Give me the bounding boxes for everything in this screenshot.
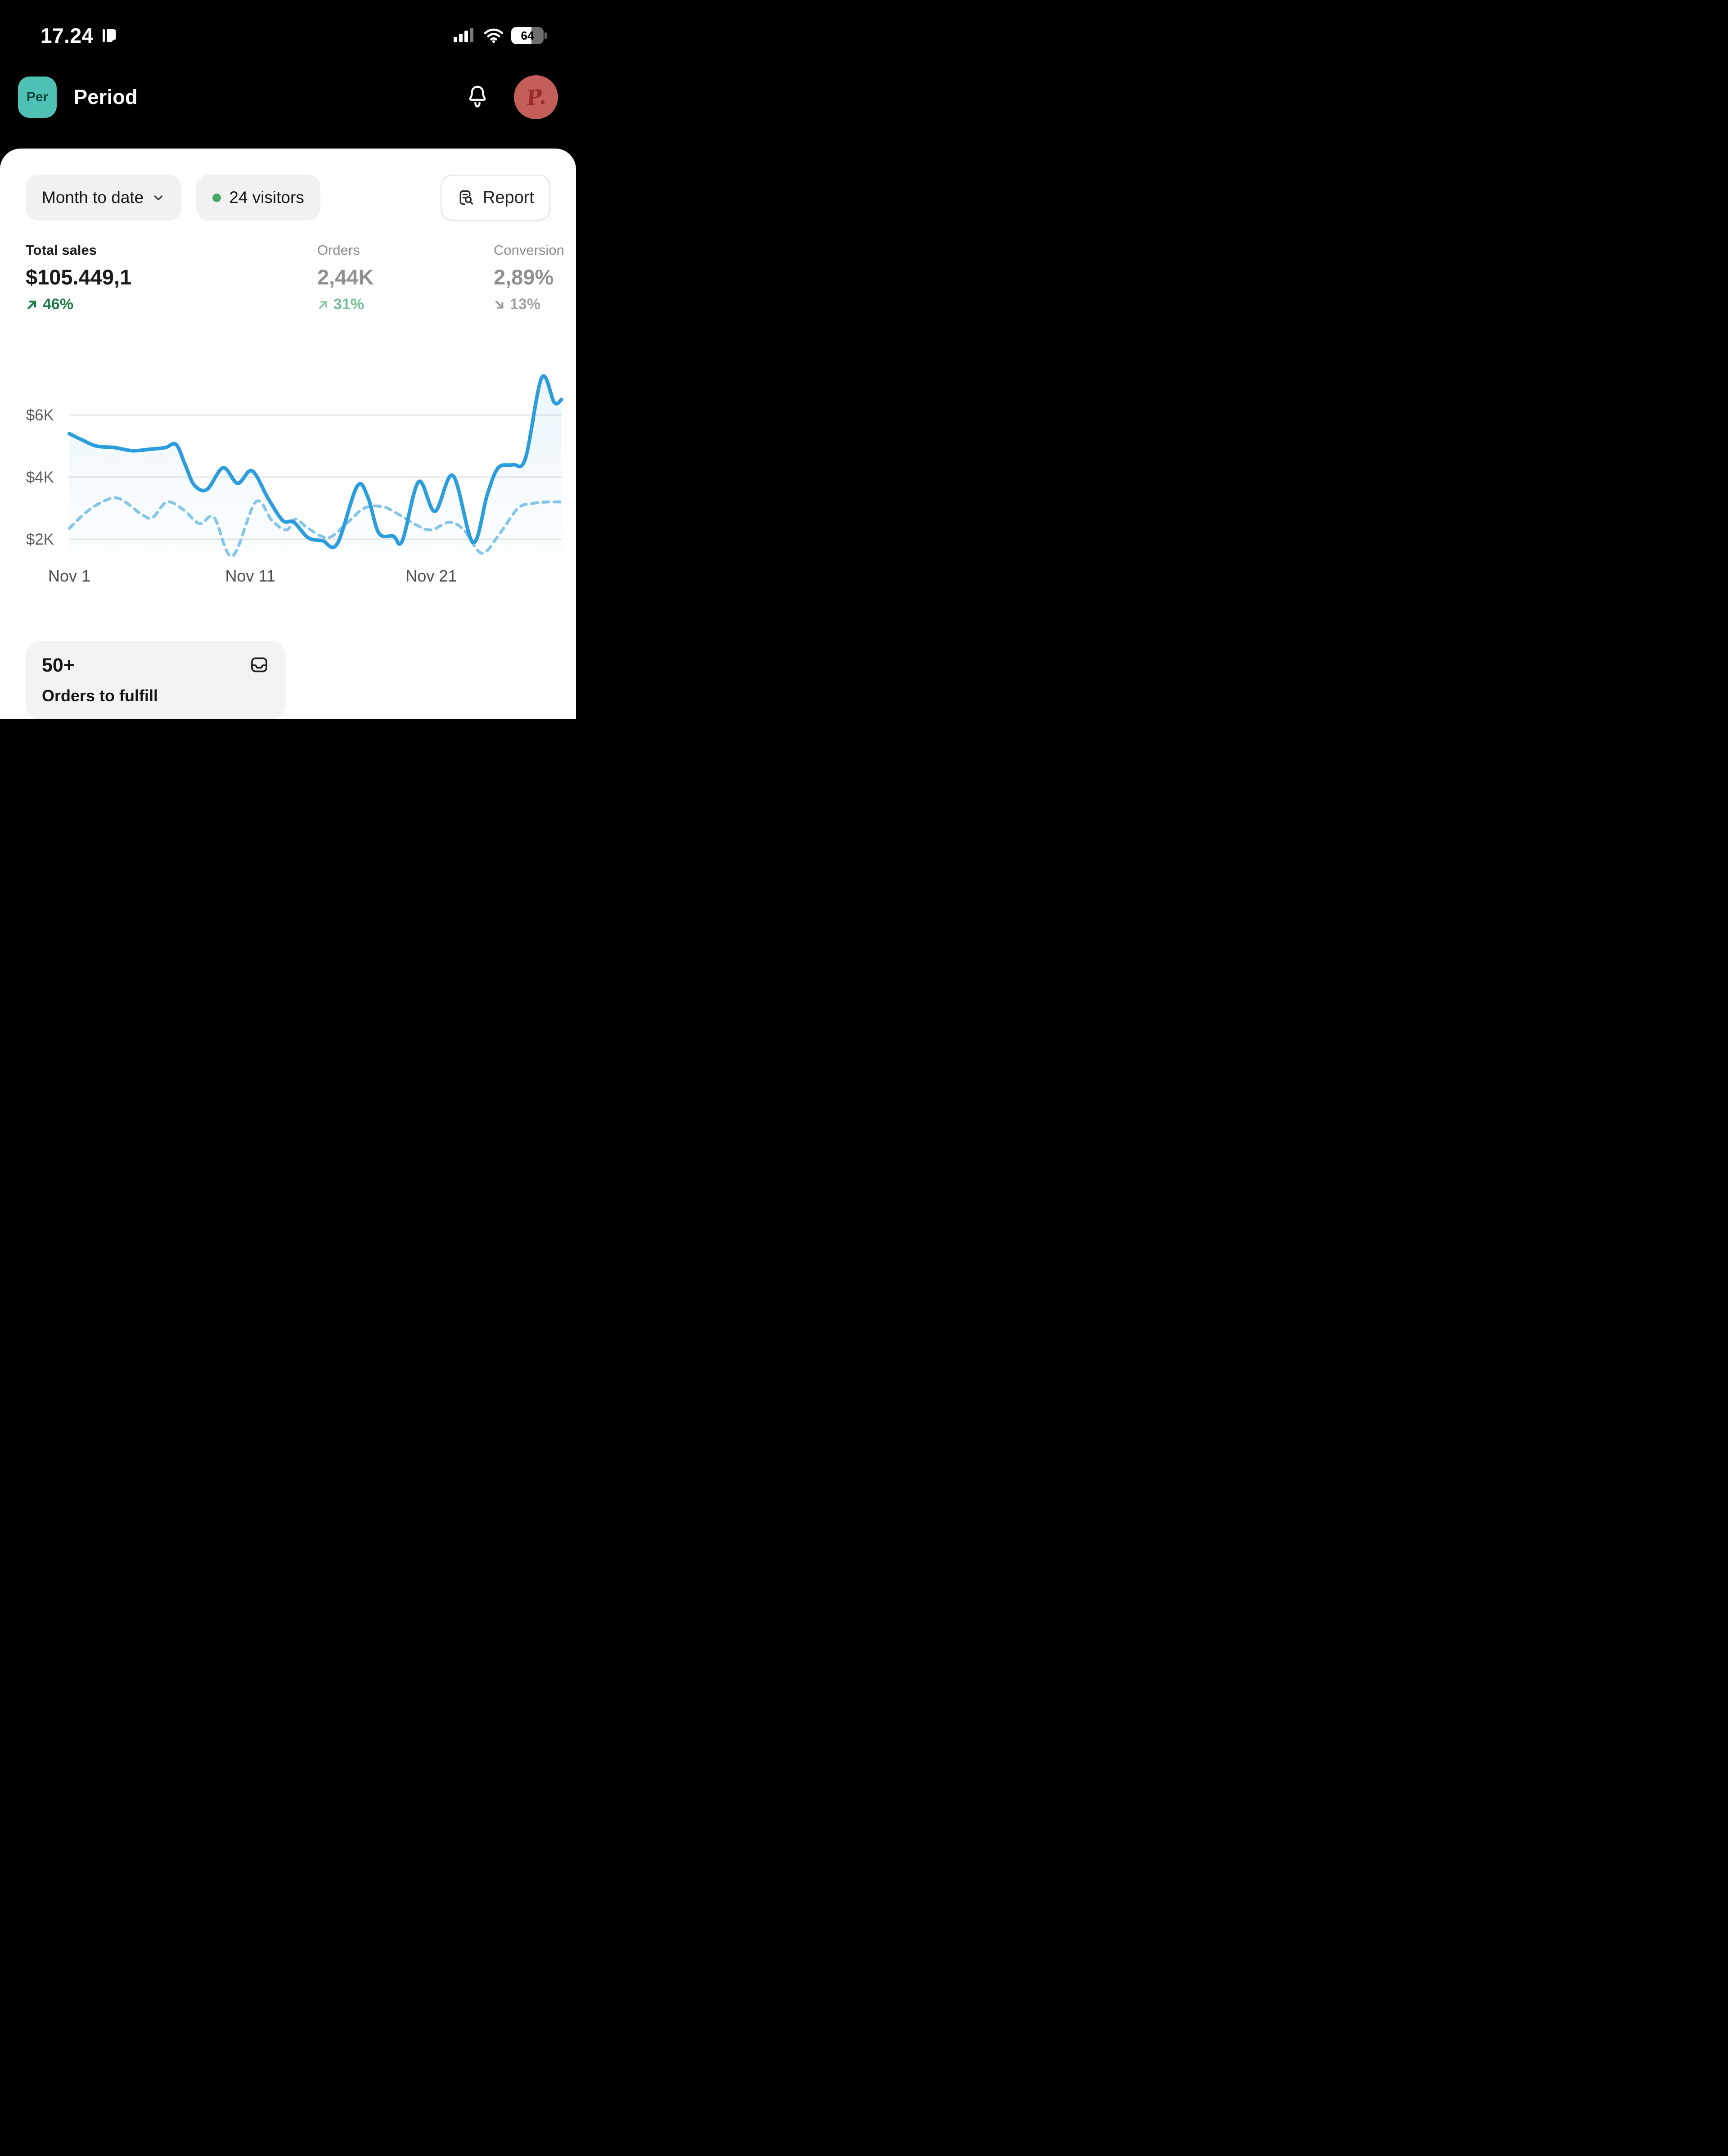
metric-value: 2,44K (317, 265, 374, 289)
app-header: Per Period P. (0, 75, 576, 120)
metric-value: 2,89% (494, 265, 554, 289)
metric-delta: 46% (26, 296, 317, 313)
live-indicator-dot (212, 193, 221, 202)
fulfill-label: Orders to fulfill (42, 686, 158, 705)
svg-text:Nov 21: Nov 21 (405, 567, 457, 585)
shop-avatar[interactable]: Per (18, 77, 57, 118)
metric-delta: 31% (317, 296, 494, 313)
sales-chart[interactable]: $6K $4K $2K Nov 1 Nov 11 Nov 21 (0, 374, 576, 590)
metric-conversion[interactable]: Conversion 2,89% 13% (494, 242, 564, 313)
cellular-signal-icon (454, 28, 476, 43)
live-visitors-chip[interactable]: 24 visitors (196, 175, 320, 221)
profile-avatar[interactable]: P. (514, 75, 558, 119)
clock: 17.24 (40, 24, 94, 47)
wifi-icon (483, 28, 504, 43)
battery-icon: 64 (511, 27, 548, 44)
metric-label: Total sales (26, 242, 97, 258)
metric-value: $105.449,1 (26, 265, 132, 289)
metric-label: Orders (317, 242, 360, 258)
metrics-row: Total sales $105.449,1 46% Orders 2,44K … (26, 242, 564, 313)
svg-text:$6K: $6K (26, 406, 54, 424)
metric-delta-value: 46% (43, 296, 74, 313)
trend-up-icon (26, 298, 38, 311)
metric-delta: 13% (494, 296, 564, 313)
battery-percent: 64 (521, 28, 534, 42)
date-range-label: Month to date (42, 188, 144, 207)
status-bar: 17.24 (0, 0, 576, 51)
svg-text:$4K: $4K (26, 469, 54, 486)
chevron-down-icon (152, 191, 165, 204)
svg-text:$2K: $2K (26, 531, 54, 548)
filters-row: Month to date 24 visitors Report (26, 175, 550, 221)
report-button-label: Report (482, 188, 534, 207)
metric-total-sales[interactable]: Total sales $105.449,1 46% (26, 242, 317, 313)
trend-down-icon (494, 299, 505, 311)
report-search-icon (457, 188, 476, 207)
svg-text:Nov 1: Nov 1 (48, 567, 90, 585)
report-button[interactable]: Report (440, 175, 550, 221)
journal-book-icon (101, 27, 118, 44)
page-title: Period (74, 86, 138, 108)
inbox-tray-icon (249, 654, 270, 675)
fulfill-count: 50+ (42, 654, 75, 676)
content-sheet: Month to date 24 visitors Report (0, 149, 576, 719)
metric-delta-value: 31% (333, 296, 364, 313)
metric-orders[interactable]: Orders 2,44K 31% (317, 242, 494, 313)
svg-text:Nov 11: Nov 11 (225, 567, 275, 585)
orders-to-fulfill-card[interactable]: 50+ Orders to fulfill (26, 641, 286, 719)
shop-avatar-initials: Per (26, 90, 49, 104)
profile-avatar-logo: P. (525, 84, 547, 111)
metric-delta-value: 13% (510, 296, 541, 313)
notifications-bell-icon[interactable] (465, 84, 490, 110)
trend-up-icon (317, 299, 329, 311)
live-visitors-label: 24 visitors (229, 188, 304, 207)
date-range-selector[interactable]: Month to date (26, 175, 182, 221)
metric-label: Conversion (494, 242, 564, 258)
